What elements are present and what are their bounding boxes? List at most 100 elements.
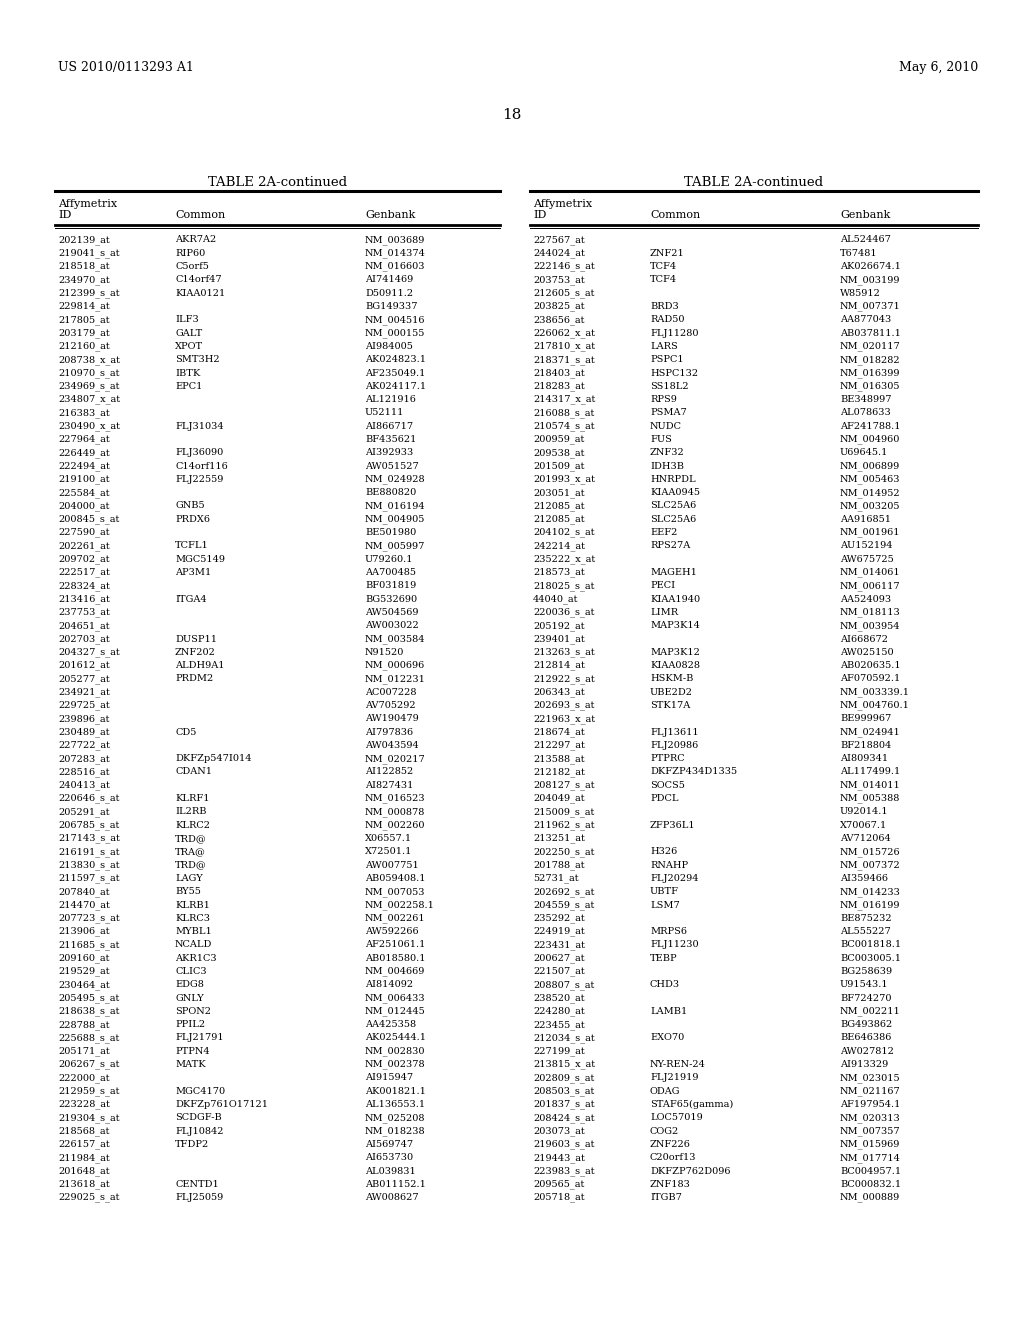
- Text: SLC25A6: SLC25A6: [650, 502, 696, 511]
- Text: ZNF202: ZNF202: [175, 648, 216, 657]
- Text: KLRC2: KLRC2: [175, 821, 210, 830]
- Text: MAP3K12: MAP3K12: [650, 648, 699, 657]
- Text: AI122852: AI122852: [365, 767, 414, 776]
- Text: BG149337: BG149337: [365, 302, 418, 312]
- Text: NM_014374: NM_014374: [365, 248, 426, 259]
- Text: FLJ22559: FLJ22559: [175, 475, 223, 484]
- Text: 205277_at: 205277_at: [58, 675, 110, 684]
- Text: AL136553.1: AL136553.1: [365, 1100, 425, 1109]
- Text: BE501980: BE501980: [365, 528, 416, 537]
- Text: 212814_at: 212814_at: [534, 661, 585, 671]
- Text: NM_016399: NM_016399: [840, 368, 900, 378]
- Text: SLC25A6: SLC25A6: [650, 515, 696, 524]
- Text: U92014.1: U92014.1: [840, 808, 889, 816]
- Text: 204000_at: 204000_at: [58, 502, 110, 511]
- Text: 202809_s_at: 202809_s_at: [534, 1073, 594, 1082]
- Text: TCF4: TCF4: [650, 276, 677, 284]
- Text: 210574_s_at: 210574_s_at: [534, 421, 595, 432]
- Text: 222517_at: 222517_at: [58, 568, 110, 577]
- Text: LSM7: LSM7: [650, 900, 680, 909]
- Text: AA877043: AA877043: [840, 315, 891, 325]
- Text: 225584_at: 225584_at: [58, 488, 110, 498]
- Text: 205718_at: 205718_at: [534, 1193, 585, 1203]
- Text: CLIC3: CLIC3: [175, 968, 207, 975]
- Text: DKFZP434D1335: DKFZP434D1335: [650, 767, 737, 776]
- Text: 226062_x_at: 226062_x_at: [534, 329, 595, 338]
- Text: NM_018113: NM_018113: [840, 607, 901, 618]
- Text: C20orf13: C20orf13: [650, 1154, 696, 1162]
- Text: TCF4: TCF4: [650, 263, 677, 271]
- Text: 213906_at: 213906_at: [58, 927, 110, 936]
- Text: PDCL: PDCL: [650, 795, 679, 803]
- Text: NM_000889: NM_000889: [840, 1193, 900, 1203]
- Text: 202693_s_at: 202693_s_at: [534, 701, 595, 710]
- Text: TCFL1: TCFL1: [175, 541, 209, 550]
- Text: STK17A: STK17A: [650, 701, 690, 710]
- Text: AL117499.1: AL117499.1: [840, 767, 900, 776]
- Text: 227567_at: 227567_at: [534, 235, 585, 244]
- Text: FLJ31034: FLJ31034: [175, 421, 223, 430]
- Text: 213416_at: 213416_at: [58, 594, 110, 605]
- Text: NM_000696: NM_000696: [365, 661, 425, 671]
- Text: 222494_at: 222494_at: [58, 461, 110, 471]
- Text: NM_001961: NM_001961: [840, 528, 900, 537]
- Text: MGC4170: MGC4170: [175, 1086, 225, 1096]
- Text: 203753_at: 203753_at: [534, 275, 585, 285]
- Text: 218403_at: 218403_at: [534, 368, 585, 378]
- Text: NM_003205: NM_003205: [840, 502, 900, 511]
- Text: NM_014233: NM_014233: [840, 887, 901, 896]
- Text: RNAHP: RNAHP: [650, 861, 688, 870]
- Text: NM_000155: NM_000155: [365, 329, 425, 338]
- Text: HSKM-B: HSKM-B: [650, 675, 693, 684]
- Text: PPIL2: PPIL2: [175, 1020, 205, 1030]
- Text: NCALD: NCALD: [175, 940, 212, 949]
- Text: LIMR: LIMR: [650, 609, 678, 616]
- Text: 228324_at: 228324_at: [58, 581, 110, 590]
- Text: C14orf47: C14orf47: [175, 276, 221, 284]
- Text: 208807_s_at: 208807_s_at: [534, 979, 594, 990]
- Text: U52111: U52111: [365, 408, 404, 417]
- Text: 218674_at: 218674_at: [534, 727, 585, 737]
- Text: 217143_s_at: 217143_s_at: [58, 834, 120, 843]
- Text: 52731_at: 52731_at: [534, 874, 579, 883]
- Text: NM_014952: NM_014952: [840, 488, 901, 498]
- Text: 205291_at: 205291_at: [58, 807, 110, 817]
- Text: NM_020313: NM_020313: [840, 1113, 901, 1122]
- Text: 218573_at: 218573_at: [534, 568, 585, 577]
- Text: XPOT: XPOT: [175, 342, 203, 351]
- Text: 204049_at: 204049_at: [534, 793, 585, 804]
- Text: BE999967: BE999967: [840, 714, 891, 723]
- Text: 203825_at: 203825_at: [534, 302, 585, 312]
- Text: NM_020217: NM_020217: [365, 754, 426, 763]
- Text: NM_002378: NM_002378: [365, 1060, 426, 1069]
- Text: FLJ10842: FLJ10842: [175, 1126, 223, 1135]
- Text: UBTF: UBTF: [650, 887, 679, 896]
- Text: 212085_at: 212085_at: [534, 515, 585, 524]
- Text: AW043594: AW043594: [365, 741, 419, 750]
- Text: Common: Common: [650, 210, 700, 220]
- Text: AB020635.1: AB020635.1: [840, 661, 901, 671]
- Text: 222146_s_at: 222146_s_at: [534, 261, 595, 272]
- Text: NM_004905: NM_004905: [365, 515, 425, 524]
- Text: LOC57019: LOC57019: [650, 1113, 702, 1122]
- Text: 226449_at: 226449_at: [58, 447, 110, 458]
- Text: 204651_at: 204651_at: [58, 620, 110, 631]
- Text: AK024823.1: AK024823.1: [365, 355, 426, 364]
- Text: 219529_at: 219529_at: [58, 966, 110, 977]
- Text: GALT: GALT: [175, 329, 203, 338]
- Text: 212605_s_at: 212605_s_at: [534, 288, 595, 298]
- Text: AV712064: AV712064: [840, 834, 891, 843]
- Text: 222000_at: 222000_at: [58, 1073, 110, 1082]
- Text: BE348997: BE348997: [840, 395, 892, 404]
- Text: ITGA4: ITGA4: [175, 594, 207, 603]
- Text: T67481: T67481: [840, 248, 878, 257]
- Text: LARS: LARS: [650, 342, 678, 351]
- Text: AI653730: AI653730: [365, 1154, 413, 1162]
- Text: 238520_at: 238520_at: [534, 993, 585, 1003]
- Text: AW190479: AW190479: [365, 714, 419, 723]
- Text: 201648_at: 201648_at: [58, 1166, 110, 1176]
- Text: 44040_at: 44040_at: [534, 594, 579, 605]
- Text: AW025150: AW025150: [840, 648, 894, 657]
- Text: NM_025208: NM_025208: [365, 1113, 426, 1122]
- Text: 219041_s_at: 219041_s_at: [58, 248, 120, 259]
